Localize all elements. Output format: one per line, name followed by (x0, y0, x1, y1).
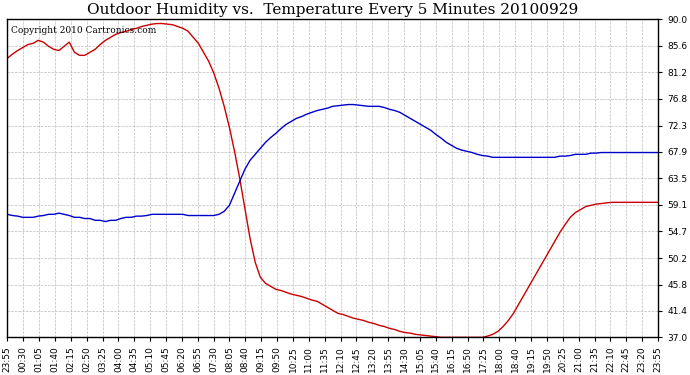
Text: Copyright 2010 Cartronics.com: Copyright 2010 Cartronics.com (10, 26, 156, 35)
Title: Outdoor Humidity vs.  Temperature Every 5 Minutes 20100929: Outdoor Humidity vs. Temperature Every 5… (87, 3, 578, 17)
